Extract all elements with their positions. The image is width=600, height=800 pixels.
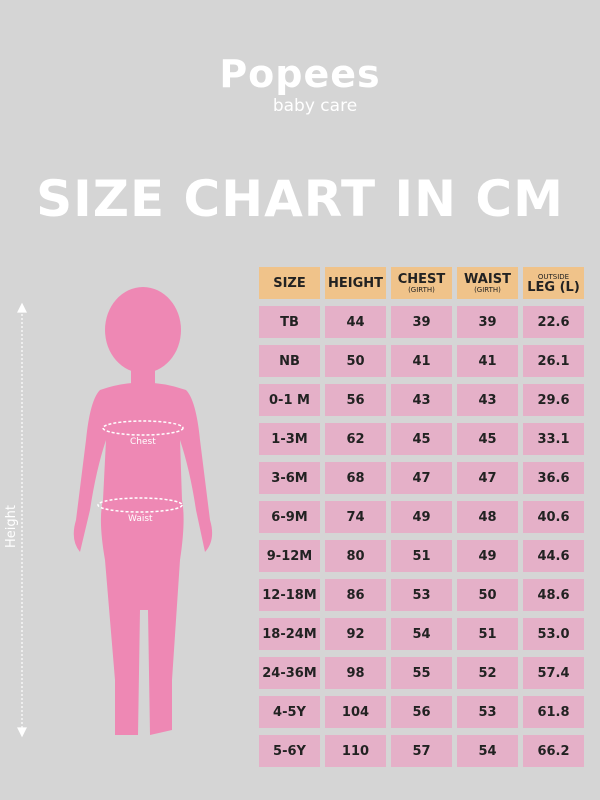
table-cell: 22.6 (523, 306, 584, 338)
table-cell: 45 (457, 423, 518, 455)
header-sub: OUTSIDE (537, 272, 570, 281)
table-cell: 57 (391, 735, 452, 767)
table-cell: 57.4 (523, 657, 584, 689)
waist-label: Waist (128, 514, 153, 524)
table-cell: 39 (391, 306, 452, 338)
table-cell: 110 (325, 735, 386, 767)
table-cell: 41 (391, 345, 452, 377)
table-cell: 45 (391, 423, 452, 455)
table-cell: 51 (457, 618, 518, 650)
table-cell: 43 (457, 384, 518, 416)
table-cell: 53 (457, 696, 518, 728)
height-arrow (17, 302, 27, 738)
table-cell: 50 (457, 579, 518, 611)
table-cell: 56 (391, 696, 452, 728)
body-silhouette (73, 287, 213, 735)
table-cell: 55 (391, 657, 452, 689)
height-label: Height (4, 505, 19, 548)
table-cell: 9-12M (259, 540, 320, 572)
table-cell: 53 (391, 579, 452, 611)
table-cell: NB (259, 345, 320, 377)
table-cell: 74 (325, 501, 386, 533)
header-cell: OUTSIDE LEG (L) (523, 267, 584, 299)
table-cell: 80 (325, 540, 386, 572)
table-cell: 1-3M (259, 423, 320, 455)
header-main: CHEST (397, 271, 446, 287)
table-cell: 12-18M (259, 579, 320, 611)
waist-line (97, 497, 183, 513)
table-cell: 6-9M (259, 501, 320, 533)
header-main: HEIGHT (327, 275, 383, 291)
header-main: SIZE (273, 275, 306, 291)
table-cell: 48.6 (523, 579, 584, 611)
table-cell: 44 (325, 306, 386, 338)
child-figure: Height Chest Waist (4, 287, 213, 738)
table-cell: 54 (457, 735, 518, 767)
table-cell: 24-36M (259, 657, 320, 689)
table-cell: 44.6 (523, 540, 584, 572)
header-cell: HEIGHT (325, 267, 386, 299)
chest-label: Chest (130, 437, 156, 447)
header-sub: (GIRTH) (408, 285, 435, 294)
table-cell: 61.8 (523, 696, 584, 728)
table-cell: 52 (457, 657, 518, 689)
table-cell: 68 (325, 462, 386, 494)
popees-logo: Popees baby care (0, 52, 600, 116)
header-cell: WAIST (GIRTH) (457, 267, 518, 299)
table-cell: 0-1 M (259, 384, 320, 416)
table-cell: 92 (325, 618, 386, 650)
table-cell: 5-6Y (259, 735, 320, 767)
header-main: LEG (L) (527, 279, 580, 295)
table-cell: 51 (391, 540, 452, 572)
table-cell: 4-5Y (259, 696, 320, 728)
table-cell: 36.6 (523, 462, 584, 494)
table-cell: 41 (457, 345, 518, 377)
table-cell: 40.6 (523, 501, 584, 533)
table-cell: 29.6 (523, 384, 584, 416)
table-cell: TB (259, 306, 320, 338)
table-cell: 50 (325, 345, 386, 377)
header-cell: SIZE (259, 267, 320, 299)
table-cell: 62 (325, 423, 386, 455)
table-cell: 54 (391, 618, 452, 650)
table-cell: 98 (325, 657, 386, 689)
table-cell: 86 (325, 579, 386, 611)
table-cell: 66.2 (523, 735, 584, 767)
header-cell: CHEST (GIRTH) (391, 267, 452, 299)
table-cell: 104 (325, 696, 386, 728)
chest-line (102, 420, 184, 436)
table-cell: 48 (457, 501, 518, 533)
page-title: SIZE CHART IN CM (36, 170, 564, 228)
table-cell: 49 (457, 540, 518, 572)
brand-name: Popees (219, 52, 381, 96)
table-cell: 18-24M (259, 618, 320, 650)
brand-tagline: baby care (272, 96, 358, 116)
table-cell: 47 (457, 462, 518, 494)
table-cell: 43 (391, 384, 452, 416)
table-cell: 33.1 (523, 423, 584, 455)
table-cell: 56 (325, 384, 386, 416)
table-cell: 47 (391, 462, 452, 494)
table-cell: 49 (391, 501, 452, 533)
table-cell: 53.0 (523, 618, 584, 650)
table-cell: 39 (457, 306, 518, 338)
table-cell: 3-6M (259, 462, 320, 494)
header-main: WAIST (464, 271, 511, 287)
table-cell: 26.1 (523, 345, 584, 377)
header-sub: (GIRTH) (474, 285, 501, 294)
